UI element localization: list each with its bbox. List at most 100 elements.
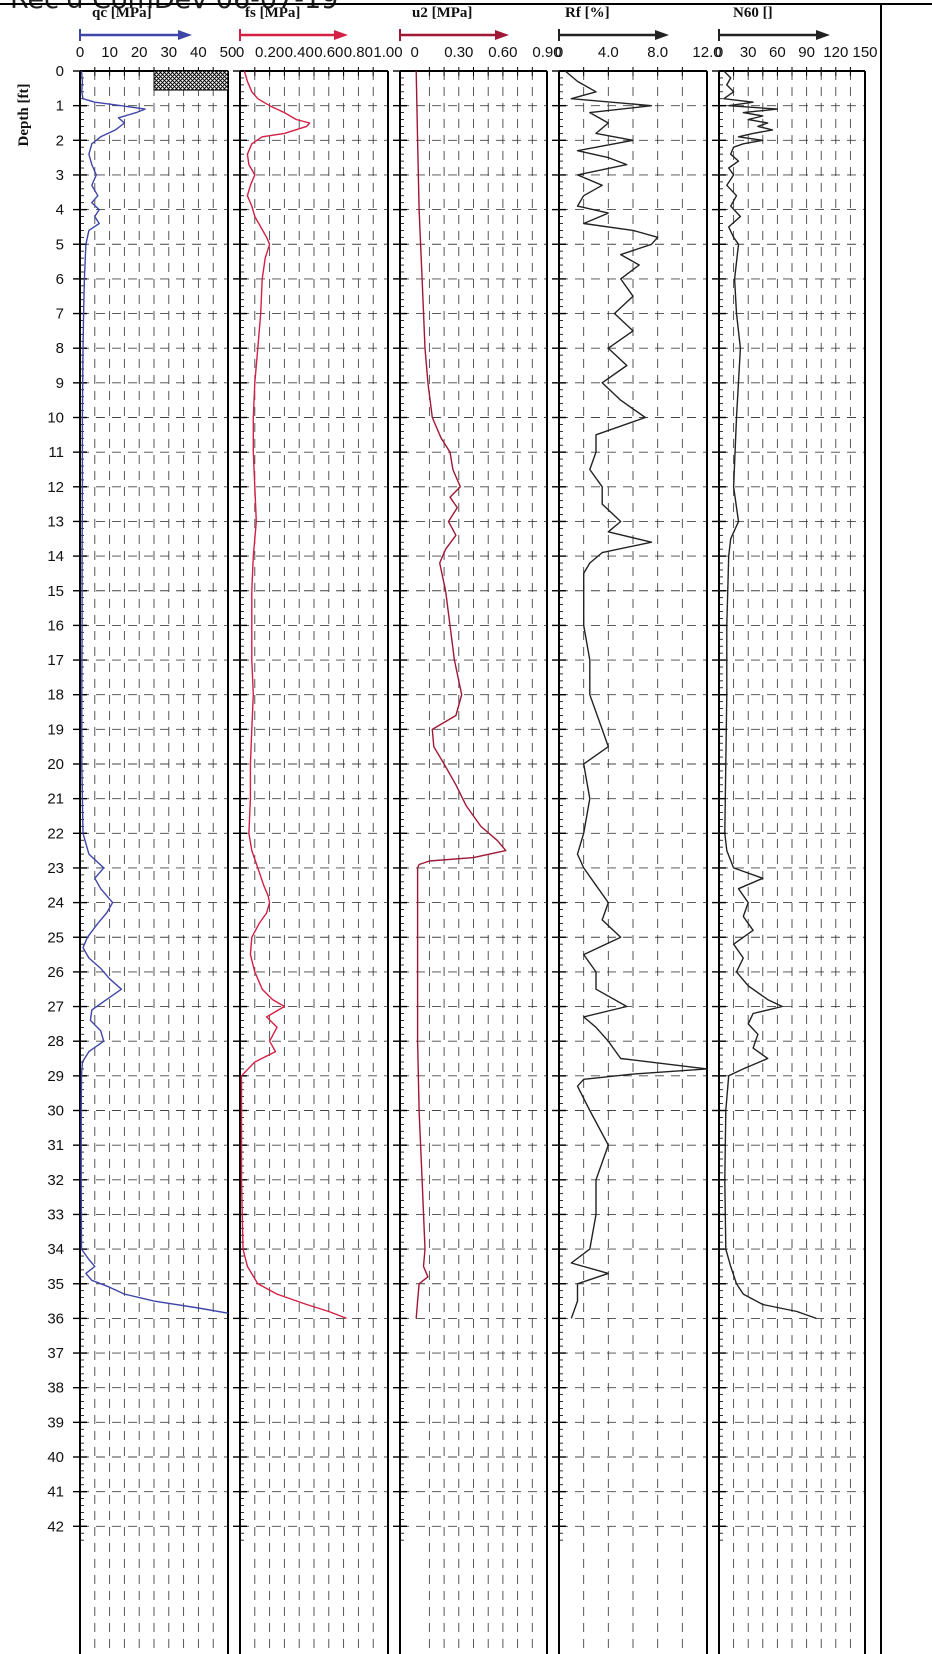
hatch-line bbox=[170, 71, 191, 91]
x-tick-label: 30 bbox=[740, 44, 757, 61]
soil-hatch-box bbox=[153, 70, 254, 91]
hatch-line bbox=[202, 71, 223, 91]
depth-tick-label: 4 bbox=[56, 202, 64, 219]
x-tick-label: 0.90 bbox=[532, 44, 561, 61]
depth-tick-label: 9 bbox=[56, 375, 64, 392]
hatch-line bbox=[154, 81, 163, 91]
depth-tick-label: 18 bbox=[47, 687, 64, 704]
panel-rf: Rf [%] 0 4.0 8.0 12.0 bbox=[552, 5, 722, 1654]
hatch-line bbox=[226, 71, 228, 73]
depth-tick-label: 29 bbox=[47, 1068, 64, 1085]
depth-tick-label: 5 bbox=[56, 236, 64, 253]
depth-tick-label: 40 bbox=[47, 1449, 64, 1466]
x-tick-label: 10 bbox=[101, 44, 118, 61]
x-tick-label: 50 bbox=[220, 44, 237, 61]
depth-tick-label: 31 bbox=[47, 1137, 64, 1154]
depth-tick-label: 0 bbox=[56, 63, 64, 80]
x-tick-label: 90 bbox=[798, 44, 815, 61]
panel-u2: u2 [MPa] 0 0.30 0.60 0.90 bbox=[393, 5, 562, 1654]
panel-fs: fs [MPa] 0 0.20 0.40 0.60 0.80 1.00 bbox=[233, 5, 403, 1654]
depth-tick-label: 42 bbox=[47, 1518, 64, 1535]
x-tick-label: 0.80 bbox=[344, 44, 373, 61]
title-arrow-head bbox=[495, 30, 509, 40]
hatch-line bbox=[198, 71, 219, 91]
depth-tick-label: 3 bbox=[56, 167, 64, 184]
hatch-line bbox=[210, 72, 228, 91]
depth-tick-label: 22 bbox=[47, 825, 64, 842]
hatch-line bbox=[182, 71, 203, 91]
hatch-line bbox=[162, 71, 183, 91]
depth-tick-label: 10 bbox=[47, 410, 64, 427]
hatch-line bbox=[214, 76, 228, 91]
panel-title-u2: u2 [MPa] bbox=[412, 5, 472, 21]
panel-title-n60: N60 [] bbox=[733, 5, 773, 21]
title-arrow-head bbox=[655, 30, 669, 40]
depth-axis: Depth [ft]012345678910111213141516171819… bbox=[16, 63, 64, 1535]
depth-tick-label: 8 bbox=[56, 340, 64, 357]
x-tick-label: 8.0 bbox=[647, 44, 668, 61]
x-tick-label: 0.30 bbox=[444, 44, 473, 61]
hatch-line bbox=[158, 71, 179, 91]
x-tick-label: 0 bbox=[715, 44, 723, 61]
series-line-rf bbox=[564, 70, 708, 1319]
series-line-n60 bbox=[723, 70, 817, 1320]
depth-tick-label: 30 bbox=[47, 1103, 64, 1120]
hatch-line bbox=[222, 84, 228, 91]
depth-tick-label: 32 bbox=[47, 1172, 64, 1189]
depth-tick-label: 12 bbox=[47, 479, 64, 496]
x-tick-label: 0 bbox=[76, 44, 84, 61]
panel-title-fs: fs [MPa] bbox=[245, 5, 300, 21]
x-tick-label: 40 bbox=[190, 44, 207, 61]
hatch-line bbox=[226, 88, 228, 91]
hatch-line bbox=[154, 71, 159, 76]
depth-tick-label: 41 bbox=[47, 1484, 64, 1501]
hatch-line bbox=[154, 71, 171, 88]
depth-tick-label: 23 bbox=[47, 860, 64, 877]
hatch-line bbox=[190, 71, 211, 91]
x-tick-label: 0.60 bbox=[314, 44, 343, 61]
depth-tick-label: 33 bbox=[47, 1206, 64, 1223]
depth-tick-label: 6 bbox=[56, 271, 64, 288]
x-tick-label: 150 bbox=[852, 44, 877, 61]
depth-tick-label: 14 bbox=[47, 548, 64, 565]
depth-tick-label: 1 bbox=[56, 98, 64, 115]
depth-tick-label: 20 bbox=[47, 756, 64, 773]
depth-tick-label: 37 bbox=[47, 1345, 64, 1362]
x-tick-label: 4.0 bbox=[598, 44, 619, 61]
panel-n60: N60 [] 0 30 60 90 120 150 bbox=[712, 5, 878, 1654]
hatch-line bbox=[218, 71, 228, 81]
depth-tick-label: 21 bbox=[47, 791, 64, 808]
x-tick-label: 0 bbox=[411, 44, 419, 61]
hatch-line bbox=[218, 80, 228, 91]
hatch-line bbox=[235, 71, 254, 90]
depth-tick-label: 2 bbox=[56, 132, 64, 149]
hatch-line bbox=[154, 89, 155, 91]
panel-title-rf: Rf [%] bbox=[565, 5, 610, 21]
x-tick-label: 0 bbox=[236, 44, 244, 61]
hatch-line bbox=[194, 71, 215, 91]
hatch-line bbox=[166, 71, 187, 91]
depth-tick-label: 26 bbox=[47, 964, 64, 981]
depth-tick-label: 36 bbox=[47, 1310, 64, 1327]
x-tick-label: 12.0 bbox=[692, 44, 721, 61]
x-tick-label: 0 bbox=[555, 44, 563, 61]
depth-tick-label: 38 bbox=[47, 1380, 64, 1397]
x-tick-label: 0.40 bbox=[285, 44, 314, 61]
hatch-line bbox=[174, 71, 195, 91]
series-line-fs bbox=[240, 70, 347, 1320]
x-tick-label: 1.00 bbox=[373, 44, 402, 61]
panel-qc: qc [MPa] 0 10 20 30 40 50 bbox=[73, 5, 254, 1654]
depth-tick-label: 24 bbox=[47, 895, 64, 912]
series-line-qc bbox=[80, 70, 229, 1314]
panel-title-qc: qc [MPa] bbox=[92, 5, 152, 21]
hatch-line bbox=[206, 71, 227, 91]
depth-tick-label: 25 bbox=[47, 929, 64, 946]
depth-tick-label: 39 bbox=[47, 1414, 64, 1431]
hatch-line bbox=[154, 71, 167, 84]
title-arrow-head bbox=[816, 30, 830, 40]
series-line-u2 bbox=[415, 70, 507, 1319]
depth-tick-label: 15 bbox=[47, 583, 64, 600]
hatch-line bbox=[235, 71, 254, 90]
